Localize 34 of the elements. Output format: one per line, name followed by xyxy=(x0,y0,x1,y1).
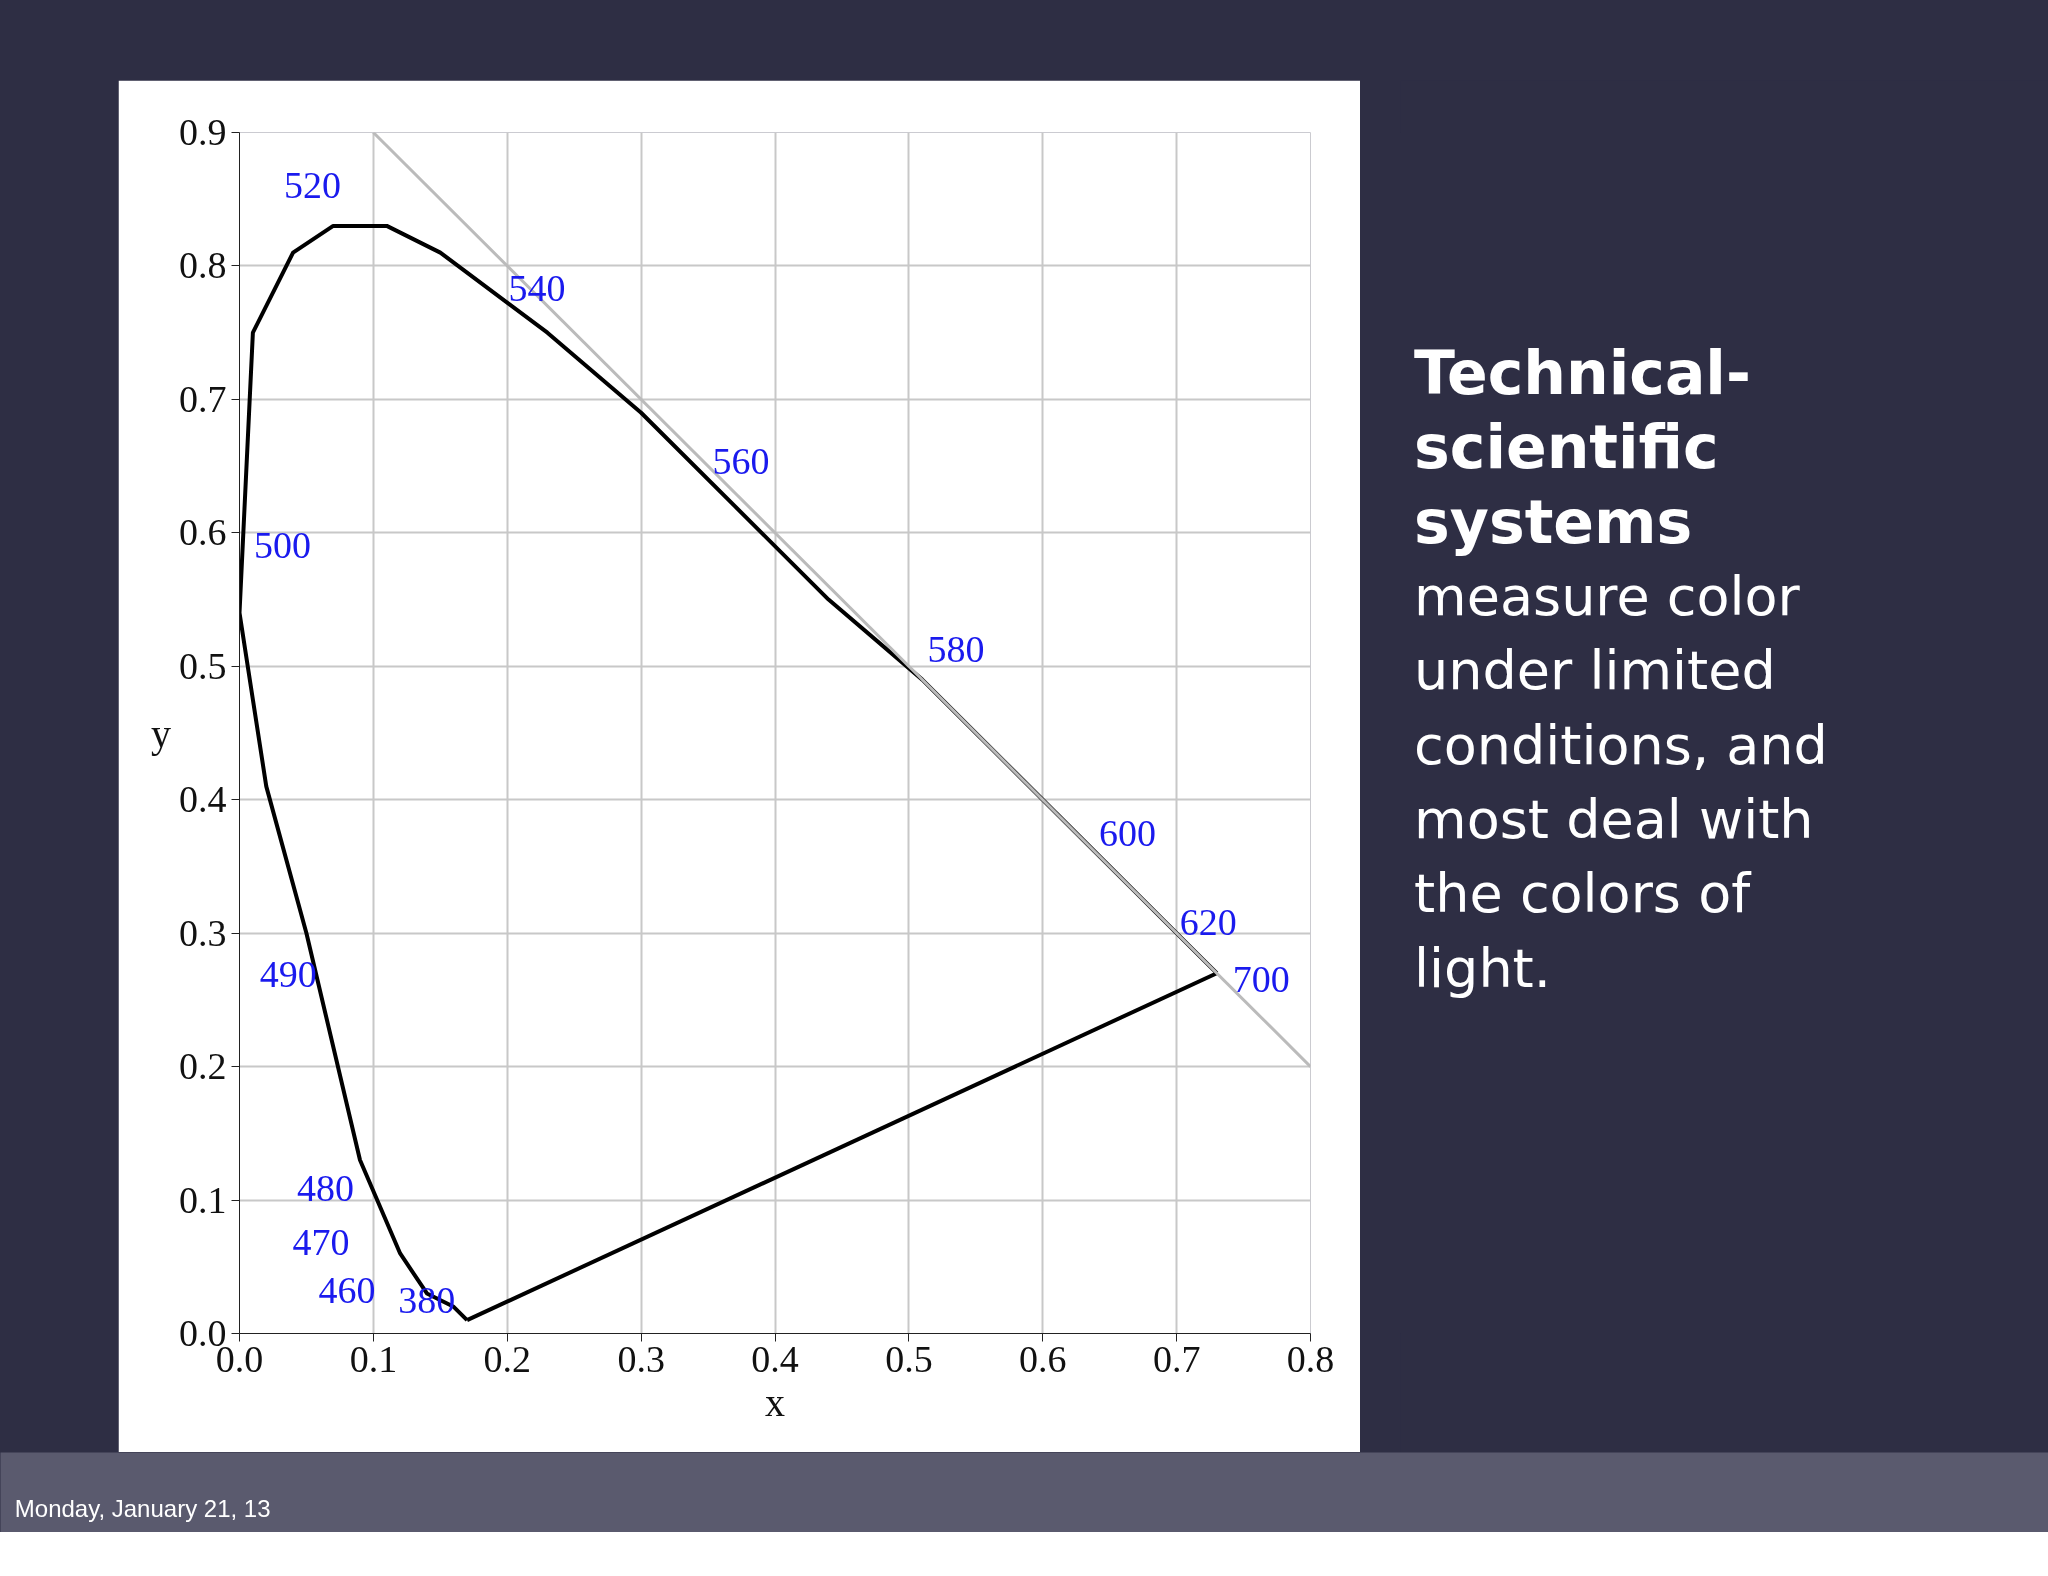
annotation: 470 xyxy=(292,1220,350,1263)
annotation: 460 xyxy=(318,1268,376,1311)
y-tick-label: 0.5 xyxy=(179,644,227,687)
x-tick-label: 0.6 xyxy=(1019,1337,1067,1380)
x-tick-label: 0.8 xyxy=(1286,1337,1335,1380)
y-tick-label: 0.1 xyxy=(179,1178,227,1221)
x-tick-label: 0.3 xyxy=(617,1337,665,1380)
annotation: 620 xyxy=(1179,900,1237,943)
annotation: 580 xyxy=(927,628,985,671)
annotation: 560 xyxy=(712,440,770,483)
x-tick-label: 0.7 xyxy=(1152,1337,1201,1380)
y-axis-title: y xyxy=(151,710,171,756)
x-tick-label: 0.1 xyxy=(349,1337,398,1380)
y-tick-label: 0.9 xyxy=(179,111,227,153)
text: Monday, January 21, 13 xyxy=(14,1495,271,1522)
x-tick-label: 0.5 xyxy=(885,1337,933,1380)
annotation: 520 xyxy=(283,164,341,207)
x-tick-label: 0.4 xyxy=(751,1337,799,1380)
annotation: 540 xyxy=(508,267,566,310)
x-tick-label: 0.2 xyxy=(483,1337,531,1380)
x-axis-title: x xyxy=(765,1379,785,1425)
text: measure color under limited conditions, and most deal with the colors of light. xyxy=(1414,564,1828,1000)
y-tick-label: 0.8 xyxy=(179,244,227,287)
y-tick-label: 0.7 xyxy=(179,377,227,420)
annotation: 490 xyxy=(259,952,317,995)
y-tick-label: 0.6 xyxy=(179,511,227,554)
annotation: 600 xyxy=(1099,812,1157,855)
annotation: 480 xyxy=(296,1167,354,1210)
text: Technical-scientific systems xyxy=(1414,337,1751,557)
annotation: 700 xyxy=(1232,958,1290,1001)
y-tick-label: 0.3 xyxy=(179,911,227,954)
y-tick-label: 0.4 xyxy=(179,778,227,821)
y-tick-label: 0.2 xyxy=(179,1045,227,1088)
annotation: 500 xyxy=(253,523,311,566)
